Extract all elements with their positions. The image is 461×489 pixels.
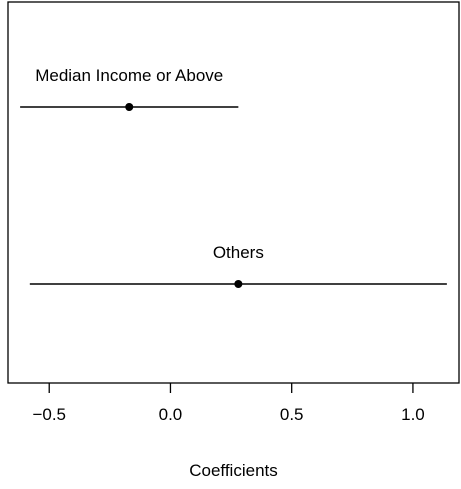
plot-frame [7, 1, 460, 384]
x-axis-label: Coefficients [189, 461, 278, 480]
series-label: Median Income or Above [35, 66, 223, 85]
x-axis: −0.5 0.0 0.5 1.0 [32, 383, 425, 424]
coefficient-point [125, 103, 134, 111]
chart-marks: Median Income or Above Others [20, 66, 447, 288]
x-tick-label: 0.0 [159, 405, 183, 424]
x-tick-label: −0.5 [32, 405, 66, 424]
x-tick-label: 1.0 [401, 405, 425, 424]
coefficient-point [234, 280, 243, 288]
x-tick-label: 0.5 [280, 405, 304, 424]
series-label: Others [213, 243, 264, 262]
